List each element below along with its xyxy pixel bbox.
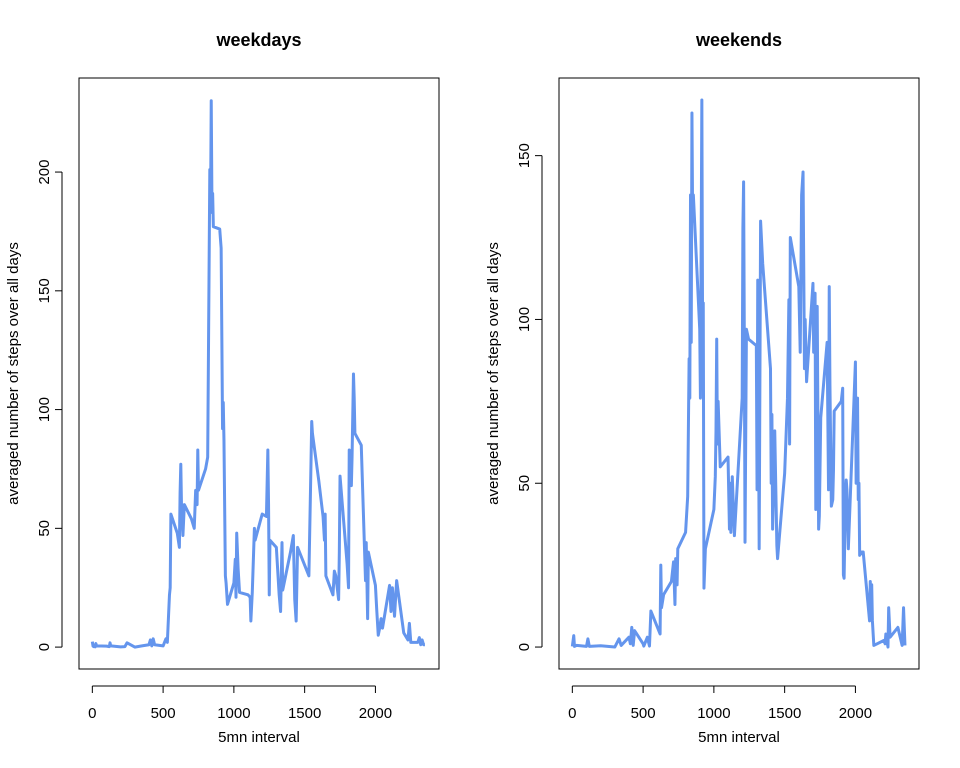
x-tick-label: 500 <box>631 705 656 722</box>
x-tick-label: 1500 <box>288 705 321 722</box>
y-axis-label: averaged number of steps over all days <box>5 242 22 505</box>
x-tick-label: 1500 <box>768 705 801 722</box>
x-axis-label: 5mn interval <box>218 729 300 746</box>
x-tick-label: 0 <box>568 705 576 722</box>
chart-title: weekdays <box>215 30 301 50</box>
x-tick-label: 1000 <box>697 705 730 722</box>
x-tick-label: 2000 <box>839 705 872 722</box>
chart-title: weekends <box>695 30 782 50</box>
x-tick-label: 1000 <box>217 705 250 722</box>
plot-frame <box>558 77 920 670</box>
y-tick-label: 150 <box>516 143 533 168</box>
x-tick-label: 500 <box>151 705 176 722</box>
x-axis-label: 5mn interval <box>698 729 780 746</box>
y-tick-label: 0 <box>36 643 53 651</box>
x-tick-label: 2000 <box>359 705 392 722</box>
data-line <box>90 99 426 649</box>
y-tick-label: 0 <box>516 643 533 651</box>
y-tick-label: 50 <box>36 520 53 537</box>
y-tick-label: 150 <box>36 278 53 303</box>
y-tick-label: 50 <box>516 475 533 492</box>
y-tick-label: 200 <box>36 160 53 185</box>
data-line <box>570 98 907 649</box>
y-axis-label: averaged number of steps over all days <box>485 242 502 505</box>
plot-frame <box>78 77 440 670</box>
y-tick-label: 100 <box>36 397 53 422</box>
x-tick-label: 0 <box>88 705 96 722</box>
y-tick-label: 100 <box>516 307 533 332</box>
